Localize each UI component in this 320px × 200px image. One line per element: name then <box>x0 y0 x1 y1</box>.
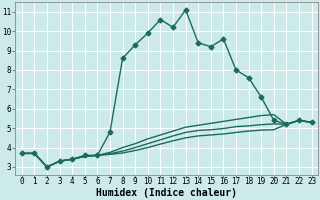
X-axis label: Humidex (Indice chaleur): Humidex (Indice chaleur) <box>96 188 237 198</box>
